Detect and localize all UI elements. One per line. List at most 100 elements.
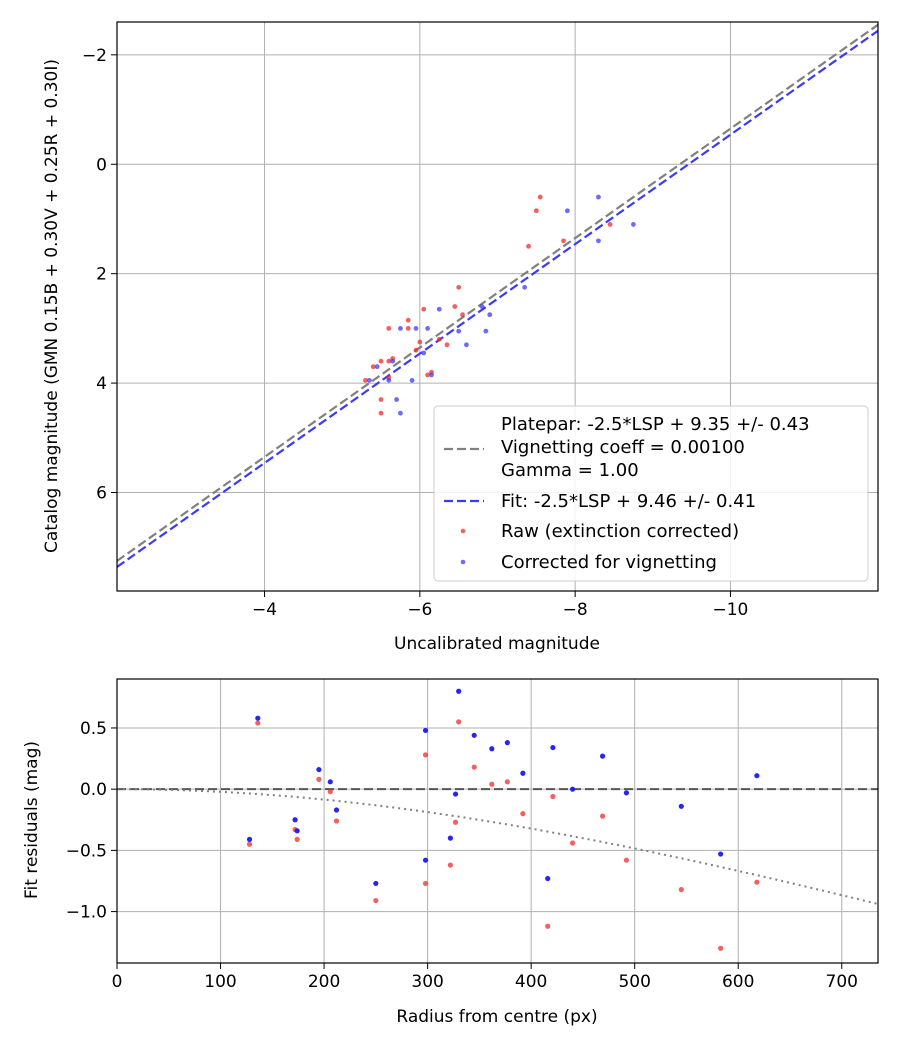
corrected-point xyxy=(425,325,431,331)
corrected-point xyxy=(564,208,570,214)
raw-residual-point xyxy=(333,818,340,824)
corrected-residual-point xyxy=(569,786,576,792)
raw-residual-point xyxy=(678,886,684,893)
corrected-point xyxy=(487,312,493,318)
bottom-x-tick-label: 0 xyxy=(112,972,123,992)
top-x-tick-label: −4 xyxy=(252,600,277,620)
raw-residual-point xyxy=(545,923,551,929)
bottom-x-tick-label: 300 xyxy=(411,972,443,992)
corrected-residual-point xyxy=(447,835,453,841)
raw-point xyxy=(452,304,458,309)
top-y-axis-label: Catalog magnitude (GMN 0.15B + 0.30V + 0… xyxy=(42,59,62,553)
raw-point xyxy=(456,284,462,290)
legend-platepar-line: Platepar: -2.5*LSP + 9.35 +/- 0.43 xyxy=(501,414,810,435)
corrected-point xyxy=(429,372,434,378)
raw-residual-point xyxy=(456,719,462,725)
legend-platepar-line: Vignetting coeff = 0.00100 xyxy=(501,437,745,458)
top-y-tick-label: −2 xyxy=(82,46,107,66)
raw-point xyxy=(386,358,392,364)
top-y-tick-label: 6 xyxy=(96,484,107,504)
legend-raw-swatch xyxy=(460,528,466,534)
raw-residual-point xyxy=(489,781,495,787)
corrected-point xyxy=(596,238,601,244)
corrected-point xyxy=(456,328,462,334)
raw-point xyxy=(378,358,384,364)
raw-point xyxy=(417,339,423,345)
corrected-point xyxy=(522,284,528,290)
raw-point xyxy=(425,372,431,378)
bottom-y-tick-label: −0.5 xyxy=(66,841,107,861)
corrected-residual-point xyxy=(550,744,556,751)
corrected-point xyxy=(386,377,392,383)
corrected-point xyxy=(398,410,403,416)
corrected-point xyxy=(596,194,601,200)
bottom-x-tick-label: 200 xyxy=(308,972,340,992)
corrected-residual-point xyxy=(294,828,300,834)
top-plot-frame xyxy=(116,21,879,592)
top-fit-lines xyxy=(117,23,878,568)
raw-residual-point xyxy=(294,836,300,842)
raw-residual-point xyxy=(422,752,429,758)
corrected-residual-point xyxy=(678,803,684,809)
platepar-line xyxy=(117,23,878,562)
bottom-ticks: 0 100 200 300 400 500 600 700 0.5 0.0 −0.5 −1.0 xyxy=(66,719,858,992)
top-scatter-points xyxy=(363,194,636,416)
raw-point xyxy=(378,397,384,402)
raw-residual-point xyxy=(599,813,606,819)
corrected-residual-point xyxy=(754,773,760,779)
corrected-residual-point xyxy=(255,715,261,721)
corrected-residual-point xyxy=(456,688,462,694)
raw-residual-point xyxy=(255,720,261,726)
corrected-point xyxy=(409,377,415,383)
top-x-tick-label: −10 xyxy=(713,600,749,620)
raw-residual-point xyxy=(520,811,526,817)
corrected-residual-point xyxy=(599,753,606,759)
corrected-point xyxy=(436,306,442,312)
legend-fit-label: Fit: -2.5*LSP + 9.46 +/- 0.41 xyxy=(501,491,756,512)
raw-point xyxy=(370,364,376,370)
raw-residual-point xyxy=(718,945,724,951)
corrected-point xyxy=(479,304,485,309)
corrected-point xyxy=(464,342,469,348)
raw-point xyxy=(413,347,419,353)
bottom-scatter-points xyxy=(246,688,760,951)
bottom-y-axis-label: Fit residuals (mag) xyxy=(22,741,42,899)
corrected-point xyxy=(413,325,419,331)
corrected-residual-point xyxy=(246,836,253,842)
bottom-x-tick-label: 700 xyxy=(826,972,858,992)
raw-point xyxy=(561,238,566,244)
raw-residual-point xyxy=(452,819,459,825)
corrected-residual-point xyxy=(718,851,724,857)
corrected-residual-point xyxy=(333,807,340,813)
raw-point xyxy=(537,194,543,200)
top-y-tick-label: 0 xyxy=(96,155,107,175)
corrected-residual-point xyxy=(316,766,322,773)
corrected-residual-point xyxy=(504,740,510,746)
bottom-x-axis-label: Radius from centre (px) xyxy=(396,1007,597,1027)
bottom-y-tick-label: −1.0 xyxy=(66,903,107,923)
corrected-residual-point xyxy=(489,746,495,752)
corrected-residual-point xyxy=(422,727,429,734)
corrected-residual-point xyxy=(422,857,429,863)
raw-point xyxy=(363,377,368,383)
raw-point xyxy=(444,342,450,348)
raw-residual-point xyxy=(550,793,556,800)
raw-residual-point xyxy=(471,764,477,770)
legend: Platepar: -2.5*LSP + 9.35 +/- 0.43 Vignet… xyxy=(433,405,869,582)
legend-box xyxy=(433,405,869,582)
corrected-residual-point xyxy=(292,817,298,823)
corrected-residual-point xyxy=(452,791,459,797)
corrected-point xyxy=(394,397,399,402)
corrected-point xyxy=(398,325,403,331)
raw-point xyxy=(436,336,442,342)
raw-residual-point xyxy=(246,841,253,847)
top-x-axis-label: Uncalibrated magnitude xyxy=(394,634,600,654)
top-x-tick-label: −6 xyxy=(407,600,432,620)
bottom-x-tick-label: 100 xyxy=(204,972,236,992)
raw-residual-point xyxy=(327,789,333,795)
top-grid xyxy=(117,22,878,591)
raw-point xyxy=(607,222,613,227)
raw-residual-point xyxy=(623,857,630,863)
raw-residual-point xyxy=(504,779,510,785)
